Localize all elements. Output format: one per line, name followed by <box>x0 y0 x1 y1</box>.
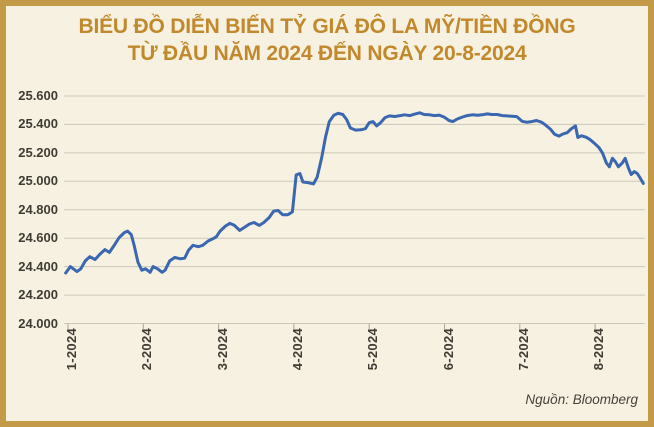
y-axis-label: 24.400 <box>18 258 58 274</box>
y-axis-label: 24.000 <box>18 315 58 331</box>
y-axis-label: 24.200 <box>18 287 58 303</box>
chart-title-line1: BIỂU ĐỒ DIỄN BIẾN TỶ GIÁ ĐÔ LA MỸ/TIỀN Đ… <box>78 15 576 38</box>
y-axis-label: 25.400 <box>18 116 58 132</box>
chart-title: BIỂU ĐỒ DIỄN BIẾN TỶ GIÁ ĐÔ LA MỸ/TIỀN Đ… <box>0 13 654 67</box>
chart-title-line2: TỪ ĐẦU NĂM 2024 ĐẾN NGÀY 20-8-2024 <box>127 42 527 65</box>
y-axis-label: 25.000 <box>18 173 58 189</box>
y-axis-label: 24.600 <box>18 230 58 246</box>
y-axis-label: 24.800 <box>18 201 58 217</box>
series-line-usd-vnd <box>64 111 645 275</box>
y-axis-label: 25.200 <box>18 144 58 160</box>
source-credit: Nguồn: Bloomberg <box>525 392 638 407</box>
y-axis-label: 25.600 <box>18 88 58 103</box>
